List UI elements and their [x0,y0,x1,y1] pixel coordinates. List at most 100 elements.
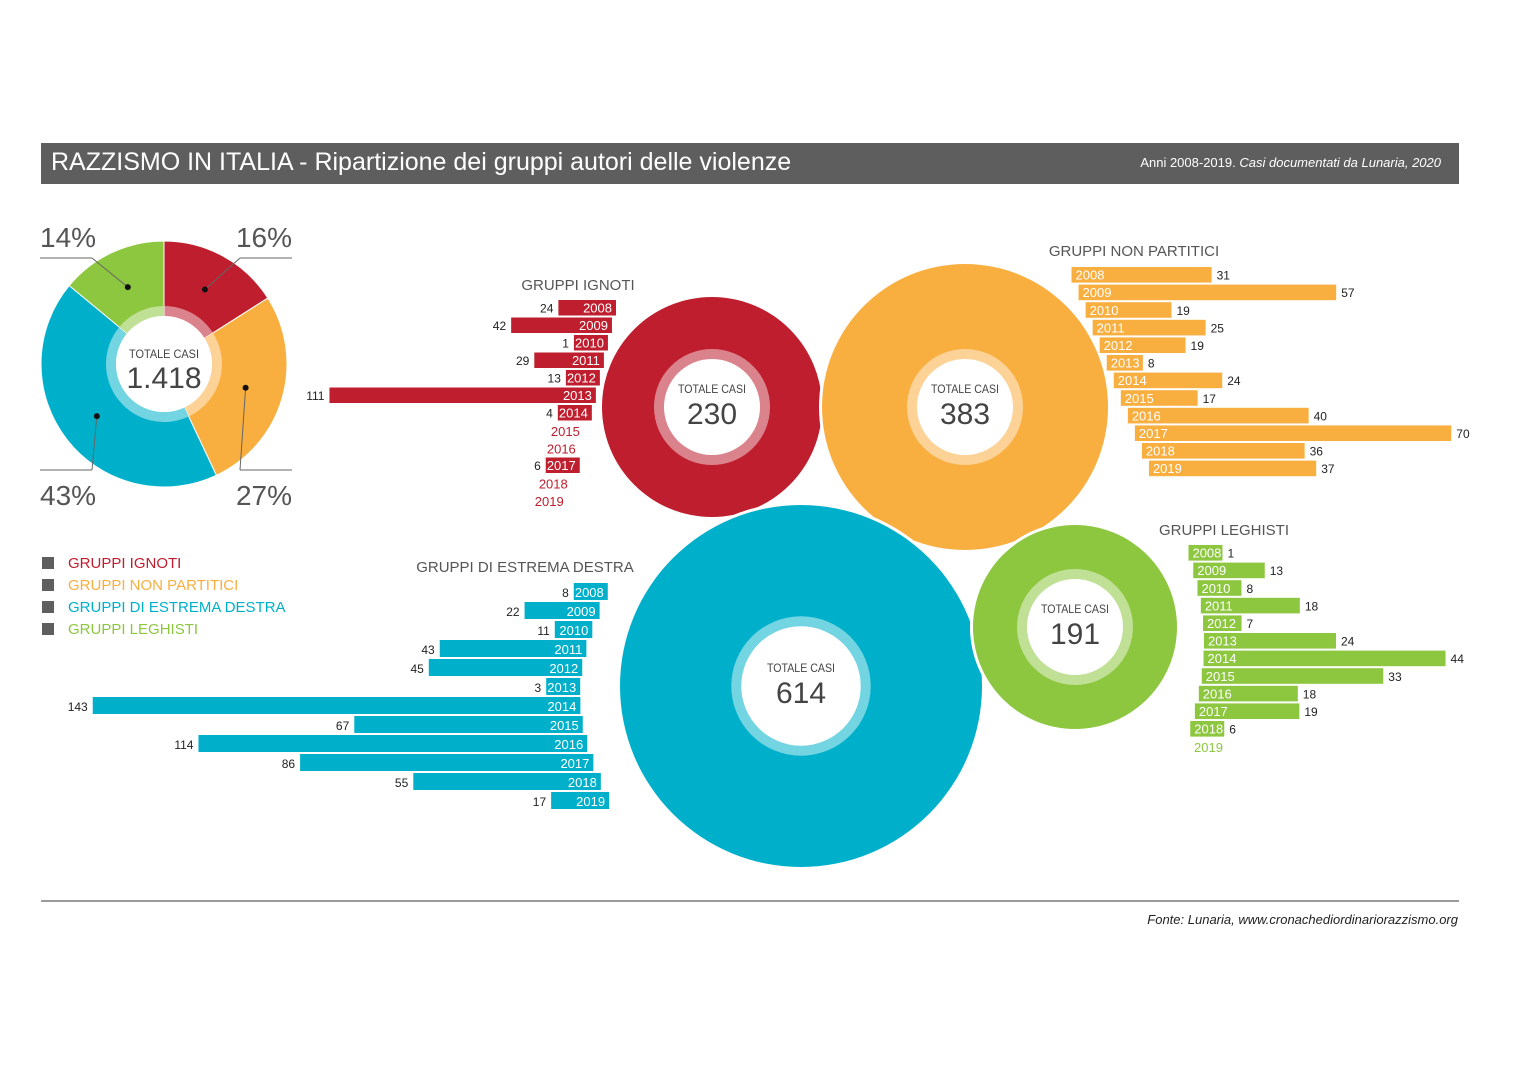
bar-value-label: 70 [1456,427,1470,441]
bar-year-label: 2014 [559,406,588,421]
bar [92,697,581,714]
legend-label: GRUPPI DI ESTREMA DESTRA [68,599,286,616]
subtitle-source: Casi documentati da Lunaria, 2020 [1239,155,1441,170]
pie-leader-line [239,387,247,471]
bar [511,317,612,333]
bar-value-label: 86 [282,757,296,771]
bar-value-label: 37 [1321,462,1335,476]
bar [413,773,601,790]
pie-leader-dot [201,286,208,293]
bar-value-label: 22 [506,605,520,619]
bubble-center-label: TOTALE CASI [931,382,999,396]
bar [1071,267,1212,283]
bar-year-label: 2019 [1194,740,1223,755]
pie-leader-line [204,257,241,290]
bar-value-label: 57 [1341,286,1355,300]
bar-value-label: 25 [1211,321,1225,335]
bar [551,792,610,809]
bar-value-label: 19 [1304,705,1318,719]
bar [557,405,592,421]
bar-year-label: 2015 [550,718,579,733]
legend-swatch [42,623,54,635]
bubble-total-value: 614 [776,677,826,710]
bar-year-label: 2017 [1139,426,1168,441]
bar [534,352,604,368]
bar [1085,302,1172,318]
bar-year-label: 2019 [576,794,605,809]
bar [1078,284,1337,301]
bar-year-label: 2016 [547,442,576,457]
bar-value-label: 17 [1203,392,1217,406]
legend-label: GRUPPI NON PARTITICI [68,577,238,594]
bubble-center [741,626,861,746]
bar [1194,703,1300,719]
bar-value-label: 40 [1314,409,1328,423]
bar-year-label: 2015 [1125,391,1154,406]
pie-percent-label: 43% [40,480,96,511]
bar-year-label: 2015 [1206,669,1235,684]
subtitle-years: Anni 2008-2019. [1140,155,1236,170]
bar [1113,372,1223,389]
bar [573,583,608,600]
bubble-center-label: TOTALE CASI [767,661,835,675]
bar-year-label: 2009 [567,604,596,619]
pie-center-label: TOTALE CASI [129,347,199,361]
bar [545,457,580,473]
bar-year-label: 2012 [1104,338,1133,353]
bar [1092,319,1206,336]
footer-divider [41,900,1459,902]
bar-year-label: 2013 [563,388,592,403]
bar-value-label: 29 [516,354,530,368]
bar [428,659,583,676]
pie-center [116,316,212,412]
bar-value-label: 6 [534,459,541,473]
bar [546,678,581,695]
bubble-center [664,359,760,455]
bar-year-label: 2018 [1194,722,1223,737]
bar-value-label: 45 [410,662,424,676]
bar-value-label: 13 [1270,564,1284,578]
bar-value-label: 13 [548,372,562,386]
bar-value-label: 114 [174,738,193,752]
bar [1197,580,1242,596]
bar [1148,460,1317,477]
bar-year-label: 2011 [1205,598,1233,613]
bar-year-label: 2017 [547,458,576,473]
bar-year-label: 2012 [549,661,578,676]
bar-year-label: 2012 [567,371,596,386]
bar-value-label: 18 [1303,687,1317,701]
bar-year-label: 2014 [547,699,576,714]
bar-value-label: 24 [540,302,554,316]
group-title: GRUPPI LEGHISTI [1159,522,1289,539]
bar-year-label: 2017 [560,756,589,771]
bar-value-label: 3 [535,681,542,695]
bar-value-label: 1 [562,337,569,351]
bar-year-label: 2009 [1197,563,1226,578]
bar-value-label: 17 [533,795,547,809]
bar-year-label: 2017 [1199,704,1228,719]
pie-percent-label: 16% [236,222,292,253]
bar-value-label: 8 [562,586,569,600]
bar [1134,425,1452,441]
bar [1200,597,1300,614]
legend-swatch [42,579,54,591]
bar-year-label: 2008 [575,585,604,600]
pie-inner-ring [119,306,164,334]
bar-year-label: 2010 [575,336,604,351]
bar-year-label: 2008 [1192,546,1221,561]
bar-value-label: 42 [493,319,507,333]
bar [198,735,588,752]
bar-value-label: 55 [395,776,409,790]
pie-inner-ring [164,306,213,339]
bar-value-label: 31 [1217,269,1231,283]
bar-year-label: 2016 [554,737,583,752]
bar [1188,545,1223,561]
bar-value-label: 8 [1246,582,1253,596]
bar-year-label: 2018 [568,775,597,790]
bar-year-label: 2015 [551,424,580,439]
pie-inner-ring [105,327,189,423]
bar [1203,650,1446,667]
pie-leader-dot [242,384,249,391]
bar-value-label: 143 [68,700,88,714]
bar-value-label: 33 [1388,670,1402,684]
